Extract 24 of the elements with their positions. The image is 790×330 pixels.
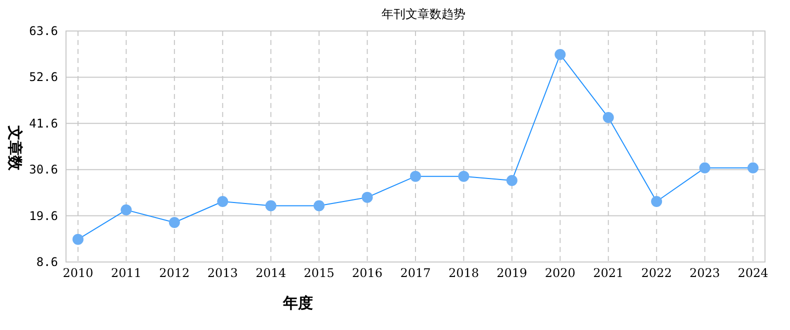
y-tick-label: 41.6 [29,116,58,130]
x-tick-label: 2015 [304,266,334,280]
y-tick-label: 52.6 [29,70,58,84]
x-tick-label: 2010 [62,266,94,280]
x-tick-label: 2019 [496,266,528,280]
chart-title: 年刊文章数趋势 [382,7,466,21]
y-tick-label: 8.6 [36,255,58,269]
x-tick-label: 2022 [641,266,672,280]
x-tick-label: 2011 [110,266,142,280]
x-tick-label: 2014 [256,266,286,280]
x-tick-label: 2018 [448,266,479,280]
x-tick-label: 2021 [593,266,624,280]
x-tick-label: 2024 [738,266,769,280]
x-axis-title: 年度 [282,294,313,312]
x-tick-label: 2023 [690,266,720,280]
x-tick-label: 2012 [159,266,190,280]
y-tick-label: 63.6 [29,24,58,38]
x-tick-label: 2013 [207,266,238,280]
y-axis-title: 文章数 [6,124,24,172]
y-tick-label: 30.6 [29,162,58,177]
x-tick-label: 2016 [352,266,383,280]
y-tick-label: 19.6 [29,208,58,223]
x-tick-label: 2020 [544,266,576,280]
x-tick-label: 2017 [400,266,431,280]
